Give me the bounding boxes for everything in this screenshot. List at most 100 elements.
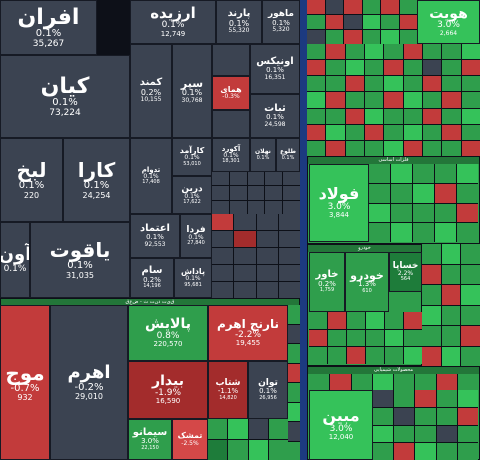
tile-name: ماهور [267,9,294,20]
tile-value: 29,010 [75,392,103,401]
tile-name: پاداش [181,267,205,277]
tile-farda[interactable]: فردا 0.1% 27,840 [180,214,212,258]
tile-arzide[interactable]: ارزیده 0.1% 12,749 [130,0,216,44]
tile-name: توان [258,377,278,388]
tile-percent: 0.1% [188,233,204,241]
tile-value: 14,820 [219,394,237,401]
tile-tamashk[interactable]: تمشک -2.5% [172,419,208,460]
tile-name: کمند [139,77,163,89]
tile-percent: -1.1% [217,387,239,396]
tile-hoyat[interactable]: هویت 3.0% 2,664 [417,0,480,44]
tile-percent: 0.1% [67,260,93,272]
tile-mobin[interactable]: مبین 3.0% 12,040 [309,390,373,460]
tile-bidar[interactable]: بیدار -1.9% 16,590 [128,361,208,419]
right-edge-tiles [422,244,480,366]
tile-percent: 0.1% [266,66,284,75]
tile-percent: 0.1% [161,20,185,31]
tile-mahor[interactable]: ماهور 0.1% 5,320 [262,0,300,44]
tile-name: کیان [40,73,90,99]
tile-separ[interactable]: سپر 0.1% 30,768 [172,44,212,138]
tile-naranj[interactable]: نارنج اهرم -2.2% 19,455 [208,305,288,361]
tile-value: 16,351 [264,73,286,81]
chem-small-tiles [373,390,478,460]
tile-faran[interactable]: افران 0.1% 35,267 [0,0,97,55]
tile-value: 2,664 [439,29,458,37]
tile-kiyan[interactable]: کیان 0.1% 73,224 [0,55,130,138]
tile-name: خساپا [392,260,419,271]
tile-name: مبین [322,406,360,426]
tile-value: 220,570 [153,340,183,349]
tile-name: تدوام [141,165,161,174]
tile-onix[interactable]: اونیکس 0.1% 16,351 [250,44,300,94]
tile-karamad[interactable]: کارآمد 0.1% 53,010 [172,138,212,176]
tile-etemad[interactable]: اعتماد 0.1% 92,553 [130,214,180,258]
tile-sabat[interactable]: ثبات 0.1% 24,598 [250,94,300,138]
tile-value: 1,759 [319,287,335,294]
tile-khodro[interactable]: خودرو 1.3% 610 [345,252,389,312]
tile-name: ثبات [264,102,286,114]
tile-toloo[interactable]: طلوع 0.1% [276,138,300,172]
tile-yaqut[interactable]: یاقوت 0.1% 31,035 [30,222,130,298]
tile-percent: 0.8% [156,330,180,341]
tile-name: پارند [227,8,251,20]
right-mid-tiles [307,44,480,156]
tile-percent: 3.0% [327,202,351,212]
tile-percent: 0.1% [256,154,270,161]
tile-padash[interactable]: پاداش 0.1% 95,681 [174,258,212,298]
tile-percent: 0.1% [223,151,239,159]
tile-value: 95,681 [184,281,202,288]
tile-aon[interactable]: آون 0.1% [0,222,30,298]
tile-name: سام [141,265,163,277]
tile-shetab[interactable]: شتاب -1.1% 14,820 [208,361,248,419]
tile-lbkh[interactable]: لبخ 0.1% 220 [0,138,63,222]
tile-value: 17,408 [142,179,160,186]
tile-name: شتاب [215,377,241,388]
tile-khavar[interactable]: خاور 0.2% 1,759 [309,252,345,312]
tile-akord[interactable]: آکورد 0.1% 18,301 [212,138,250,172]
metals-small-tiles [369,164,478,242]
tile-khsapa[interactable]: خساپا 2.2% 564 [389,252,422,292]
tile-percent: 0.2% [143,275,161,284]
tile-value: 26,956 [259,394,277,401]
tile-tavan[interactable]: توان 0.1% 26,956 [248,361,288,419]
tile-name: آون [0,243,30,265]
tile-percent: 0.1% [228,18,250,28]
tile-dorin[interactable]: درین 0.1% 17,622 [172,176,212,214]
auto-small-tiles [309,312,422,364]
tile-name: موج [5,360,45,385]
tile-value: 3,844 [328,211,350,220]
tile-percent: -0.2% [74,381,104,393]
tile-name: پالایش [145,316,191,333]
tile-percent: 3.0% [437,20,460,31]
tile-name: خاور [315,269,339,281]
chem-top-tiles [309,374,478,390]
tile-name: فردا [186,224,206,235]
section-title: فلزات اساسی [308,157,479,164]
tile-simano[interactable]: سیمانو 3.0% 22,150 [128,419,172,460]
tile-kamand[interactable]: کمند 0.2% 10,155 [130,44,172,138]
tile-nelan[interactable]: نهلان 0.1% [250,138,276,172]
tile-percent: 3.0% [329,424,353,434]
section-title: خودرو [308,245,421,252]
tile-value: 31,035 [66,270,94,280]
tile-name: سیمانو [132,426,168,438]
tile-name: آکورد [221,144,241,153]
tile-parand[interactable]: پارند 0.1% 55,320 [216,0,262,44]
tile-name: سپر [180,76,204,90]
tile-ahrom[interactable]: اهرم -0.2% 29,010 [50,305,128,460]
tile-name: طلوع [280,148,296,156]
tile-sam[interactable]: سام 0.2% 14,196 [130,258,174,298]
tile-homay[interactable]: همای -0.3% [212,76,250,110]
tile-name: هویت [429,5,468,22]
tile-kara[interactable]: کارا 0.1% 24,254 [63,138,130,222]
tile-folad[interactable]: فولاد 3.0% 3,844 [309,164,369,242]
tile-value: 55,320 [228,27,250,35]
tile-palayesh[interactable]: پالایش 0.8% 220,570 [128,305,208,361]
tile-homay-spacer [212,44,250,76]
tile-name: کارآمد [179,146,205,156]
tile-mog[interactable]: موج -0.7% 932 [0,305,50,460]
tile-name: بیدار [152,373,184,390]
tile-percent: 0.1% [259,387,277,396]
tile-percent: -1.9% [154,387,182,398]
tile-tadbir[interactable]: تدوام 0.1% 17,408 [130,138,172,214]
